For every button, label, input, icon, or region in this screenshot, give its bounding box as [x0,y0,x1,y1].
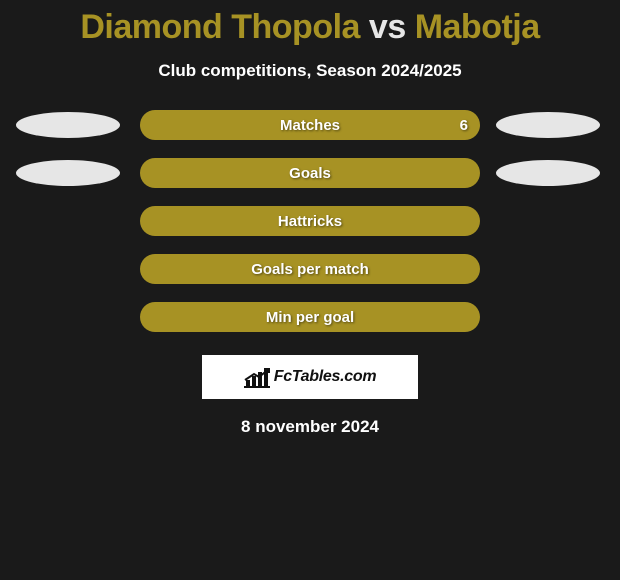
date-label: 8 november 2024 [241,417,379,437]
stat-row-matches: Matches 6 [8,109,612,141]
stat-row-hattricks: Hattricks [8,205,612,237]
stat-row-min-per-goal: Min per goal [8,301,612,333]
stat-label: Min per goal [266,309,354,326]
player1-name: Diamond Thopola [80,8,360,46]
stat-row-goals-per-match: Goals per match [8,253,612,285]
page-title: Diamond Thopola vs Mabotja [80,8,539,47]
stats-list: Matches 6 Goals Hattricks Goals per matc… [0,109,620,333]
stat-bar: Hattricks [140,206,480,236]
subtitle: Club competitions, Season 2024/2025 [158,61,461,81]
stat-row-goals: Goals [8,157,612,189]
comparison-card: Diamond Thopola vs Mabotja Club competit… [0,0,620,437]
stat-label: Goals [289,165,331,182]
barchart-icon [244,366,270,388]
stat-label: Goals per match [251,261,369,278]
trend-arrow-icon [244,368,270,382]
stat-label: Hattricks [278,213,342,230]
stat-bar: Goals [140,158,480,188]
player2-name: Mabotja [415,8,540,46]
stat-bar: Min per goal [140,302,480,332]
stat-value: 6 [460,117,468,134]
stat-bar: Goals per match [140,254,480,284]
fctables-logo[interactable]: FcTables.com [202,355,418,399]
vs-separator: vs [369,8,406,46]
stat-bar: Matches 6 [140,110,480,140]
right-stat-ellipse [496,112,600,138]
stat-label: Matches [280,117,340,134]
logo-text: FcTables.com [274,368,377,386]
right-stat-ellipse [496,160,600,186]
left-stat-ellipse [16,112,120,138]
left-stat-ellipse [16,160,120,186]
